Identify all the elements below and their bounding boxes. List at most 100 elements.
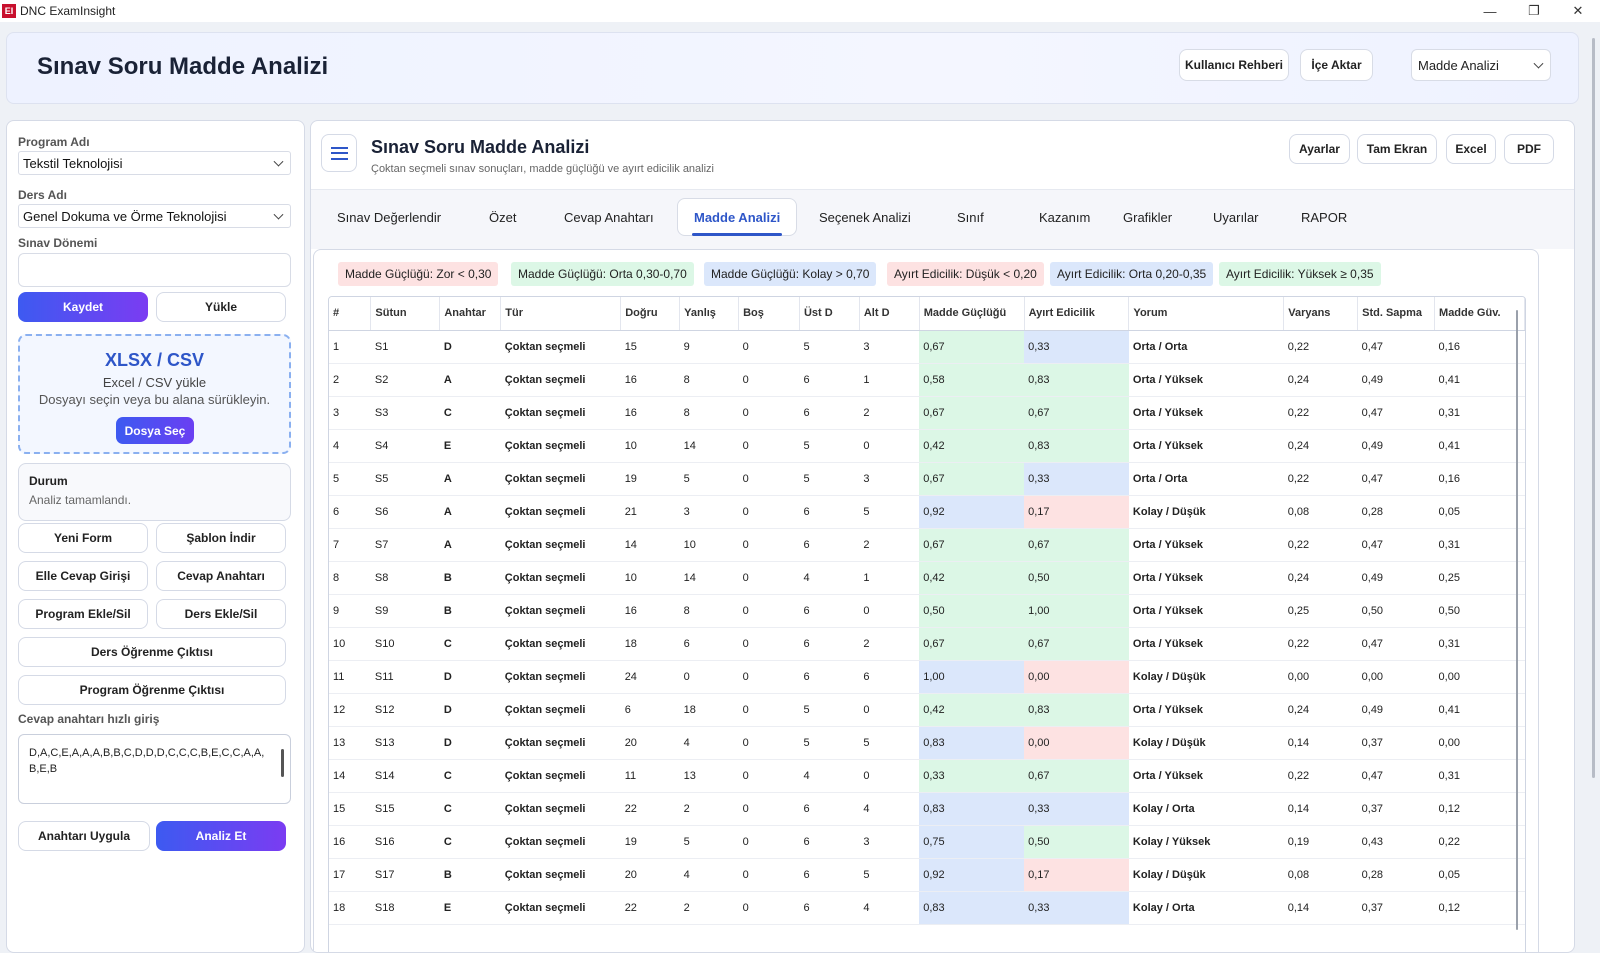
tab-summary[interactable]: Özet bbox=[489, 210, 517, 225]
table-row[interactable]: 10 S10 C Çoktan seçmeli 18 6 0 6 2 0,67 0,67 Orta /… bbox=[329, 627, 1525, 661]
table-cell: 0,37 bbox=[1357, 891, 1435, 925]
table-cell: 0,67 bbox=[1024, 627, 1129, 661]
column-header[interactable]: Madde Güçlüğü bbox=[919, 297, 1025, 331]
column-header[interactable]: # bbox=[329, 297, 372, 331]
file-dropzone[interactable]: XLSX / CSV Excel / CSV yükle Dosyayı seç… bbox=[18, 334, 291, 454]
table-row[interactable]: 6 S6 A Çoktan seçmeli 21 3 0 6 5 0,92 0,17 Kolay / … bbox=[329, 495, 1525, 529]
table-cell: 6 bbox=[859, 660, 920, 694]
column-header[interactable]: Madde Güv. bbox=[1434, 297, 1525, 331]
quick-key-textarea[interactable]: D,A,C,E,A,A,A,B,B,C,D,D,D,C,C,C,B,E,C,C,… bbox=[18, 734, 291, 804]
manual-entry-button[interactable]: Elle Cevap Girişi bbox=[18, 561, 148, 591]
answer-key-button[interactable]: Cevap Anahtarı bbox=[156, 561, 286, 591]
active-tab-indicator bbox=[692, 233, 783, 236]
fullscreen-button[interactable]: Tam Ekran bbox=[1357, 134, 1437, 164]
column-header[interactable]: Std. Sapma bbox=[1357, 297, 1436, 331]
table-cell: Çoktan seçmeli bbox=[500, 594, 621, 628]
tab-report[interactable]: RAPOR bbox=[1301, 210, 1348, 225]
view-select[interactable]: Madde Analizi bbox=[1411, 49, 1551, 81]
table-cell: 0,67 bbox=[919, 396, 1025, 430]
textarea-scrollbar[interactable] bbox=[281, 749, 284, 777]
table-cell: Kolay / Orta bbox=[1128, 792, 1284, 826]
table-row[interactable]: 1 S1 D Çoktan seçmeli 15 9 0 5 3 0,67 0,33 Orta / O… bbox=[329, 330, 1525, 364]
column-header[interactable]: Doğru bbox=[620, 297, 681, 331]
table-cell: 0,67 bbox=[919, 330, 1025, 364]
tab-class[interactable]: Sınıf bbox=[957, 210, 984, 225]
table-cell: 4 bbox=[799, 759, 860, 793]
choose-file-button[interactable]: Dosya Seç bbox=[116, 417, 194, 444]
table-scrollbar[interactable] bbox=[1516, 310, 1518, 930]
table-row[interactable]: 15 S15 C Çoktan seçmeli 22 2 0 6 4 0,83 0,33 Kolay … bbox=[329, 792, 1525, 826]
table-cell: 11 bbox=[620, 759, 680, 793]
maximize-icon[interactable]: ❐ bbox=[1528, 3, 1540, 18]
table-cell: 0,22 bbox=[1283, 759, 1358, 793]
table-row[interactable]: 7 S7 A Çoktan seçmeli 14 10 0 6 2 0,67 0,67 Orta / … bbox=[329, 528, 1525, 562]
tab-warnings[interactable]: Uyarılar bbox=[1213, 210, 1259, 225]
table-cell: Kolay / Düşük bbox=[1128, 495, 1284, 529]
user-guide-button[interactable]: Kullanıcı Rehberi bbox=[1179, 49, 1289, 81]
table-row[interactable]: 14 S14 C Çoktan seçmeli 11 13 0 4 0 0,33 0,67 Orta … bbox=[329, 759, 1525, 793]
program-outcome-button[interactable]: Program Öğrenme Çıktısı bbox=[18, 675, 286, 705]
table-cell: 2 bbox=[329, 363, 371, 397]
column-header[interactable]: Tür bbox=[500, 297, 622, 331]
table-row[interactable]: 3 S3 C Çoktan seçmeli 16 8 0 6 2 0,67 0,67 Orta / Y… bbox=[329, 396, 1525, 430]
period-input[interactable] bbox=[18, 253, 291, 287]
table-cell: 0,22 bbox=[1283, 627, 1358, 661]
table-cell: 3 bbox=[329, 396, 371, 430]
table-cell: C bbox=[439, 759, 501, 793]
page-scrollbar[interactable] bbox=[1592, 38, 1595, 778]
tab-item-analysis[interactable]: Madde Analizi bbox=[677, 198, 798, 236]
course-add-button[interactable]: Ders Ekle/Sil bbox=[156, 599, 286, 629]
table-row[interactable]: 18 S18 E Çoktan seçmeli 22 2 0 6 4 0,83 0,33 Kolay … bbox=[329, 891, 1525, 925]
column-header[interactable]: Varyans bbox=[1283, 297, 1359, 331]
analyze-button[interactable]: Analiz Et bbox=[156, 821, 286, 851]
table-row[interactable]: 4 S4 E Çoktan seçmeli 10 14 0 5 0 0,42 0,83 Orta / … bbox=[329, 429, 1525, 463]
program-add-button[interactable]: Program Ekle/Sil bbox=[18, 599, 148, 629]
program-select[interactable]: Tekstil Teknolojisi bbox=[18, 151, 291, 175]
table-row[interactable]: 8 S8 B Çoktan seçmeli 10 14 0 4 1 0,42 0,50 Orta / … bbox=[329, 561, 1525, 595]
table-cell: 0 bbox=[738, 891, 800, 925]
tab-option-analysis[interactable]: Seçenek Analizi bbox=[819, 210, 911, 225]
tab-charts[interactable]: Grafikler bbox=[1123, 210, 1173, 225]
table-row[interactable]: 5 S5 A Çoktan seçmeli 19 5 0 5 3 0,67 0,33 Orta / O… bbox=[329, 462, 1525, 496]
column-header[interactable]: Yorum bbox=[1128, 297, 1285, 331]
table-row[interactable]: 17 S17 B Çoktan seçmeli 20 4 0 6 5 0,92 0,17 Kolay … bbox=[329, 858, 1525, 892]
table-cell: 2 bbox=[859, 627, 920, 661]
load-button[interactable]: Yükle bbox=[156, 292, 286, 322]
column-header[interactable]: Sütun bbox=[370, 297, 441, 331]
course-select[interactable]: Genel Dokuma ve Örme Teknolojisi bbox=[18, 204, 291, 228]
new-form-button[interactable]: Yeni Form bbox=[18, 523, 148, 553]
tab-outcome[interactable]: Kazanım bbox=[1039, 210, 1091, 225]
minimize-icon[interactable]: — bbox=[1483, 3, 1497, 19]
import-button[interactable]: İçe Aktar bbox=[1300, 49, 1373, 81]
table-row[interactable]: 9 S9 B Çoktan seçmeli 16 8 0 6 0 0,50 1,00 Orta / Y… bbox=[329, 594, 1525, 628]
settings-button[interactable]: Ayarlar bbox=[1289, 134, 1350, 164]
column-header[interactable]: Ayırt Edicilik bbox=[1024, 297, 1130, 331]
course-outcome-button[interactable]: Ders Öğrenme Çıktısı bbox=[18, 637, 286, 667]
table-row[interactable]: 11 S11 D Çoktan seçmeli 24 0 0 6 6 1,00 0,00 Kolay … bbox=[329, 660, 1525, 694]
apply-key-button[interactable]: Anahtarı Uygula bbox=[18, 821, 150, 851]
table-cell: 4 bbox=[679, 726, 739, 760]
pdf-button[interactable]: PDF bbox=[1504, 134, 1554, 164]
table-cell: 0,22 bbox=[1283, 528, 1358, 562]
table-row[interactable]: 16 S16 C Çoktan seçmeli 19 5 0 6 3 0,75 0,50 Kolay … bbox=[329, 825, 1525, 859]
table-row[interactable]: 13 S13 D Çoktan seçmeli 20 4 0 5 5 0,83 0,00 Kolay … bbox=[329, 726, 1525, 760]
tab-exam-evaluate[interactable]: Sınav Değerlendir bbox=[337, 210, 442, 225]
tab-answer-key[interactable]: Cevap Anahtarı bbox=[564, 210, 654, 225]
save-button[interactable]: Kaydet bbox=[18, 292, 148, 322]
table-cell: 2 bbox=[859, 396, 920, 430]
status-panel: Durum Analiz tamamlandı. bbox=[18, 463, 291, 521]
column-header[interactable]: Yanlış bbox=[679, 297, 740, 331]
table-cell: Kolay / Düşük bbox=[1128, 660, 1284, 694]
column-header[interactable]: Üst D bbox=[799, 297, 860, 331]
column-header[interactable]: Boş bbox=[738, 297, 800, 331]
table-row[interactable]: 2 S2 A Çoktan seçmeli 16 8 0 6 1 0,58 0,83 Orta / Y… bbox=[329, 363, 1525, 397]
download-template-button[interactable]: Şablon İndir bbox=[156, 523, 286, 553]
table-cell: 0 bbox=[738, 330, 800, 364]
table-row[interactable]: 12 S12 D Çoktan seçmeli 6 18 0 5 0 0,42 0,83 Orta /… bbox=[329, 693, 1525, 727]
column-header[interactable]: Alt D bbox=[859, 297, 920, 331]
menu-button[interactable] bbox=[321, 134, 357, 172]
column-header[interactable]: Anahtar bbox=[439, 297, 502, 331]
close-icon[interactable]: ✕ bbox=[1572, 3, 1584, 18]
table-cell: C bbox=[439, 627, 501, 661]
excel-button[interactable]: Excel bbox=[1446, 134, 1496, 164]
